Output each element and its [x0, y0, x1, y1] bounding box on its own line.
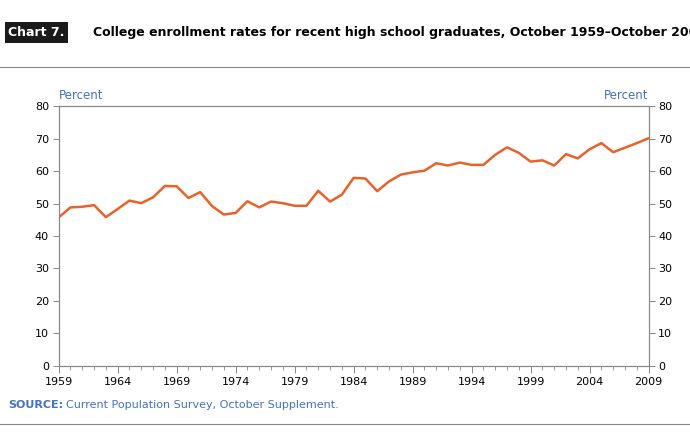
Text: College enrollment rates for recent high school graduates, October 1959–October : College enrollment rates for recent high… [93, 26, 690, 39]
Text: Percent: Percent [59, 89, 103, 102]
Text: Chart 7.: Chart 7. [8, 26, 65, 39]
Text: Current Population Survey, October Supplement.: Current Population Survey, October Suppl… [59, 400, 338, 410]
Text: Percent: Percent [604, 89, 649, 102]
Text: SOURCE:: SOURCE: [8, 400, 63, 410]
